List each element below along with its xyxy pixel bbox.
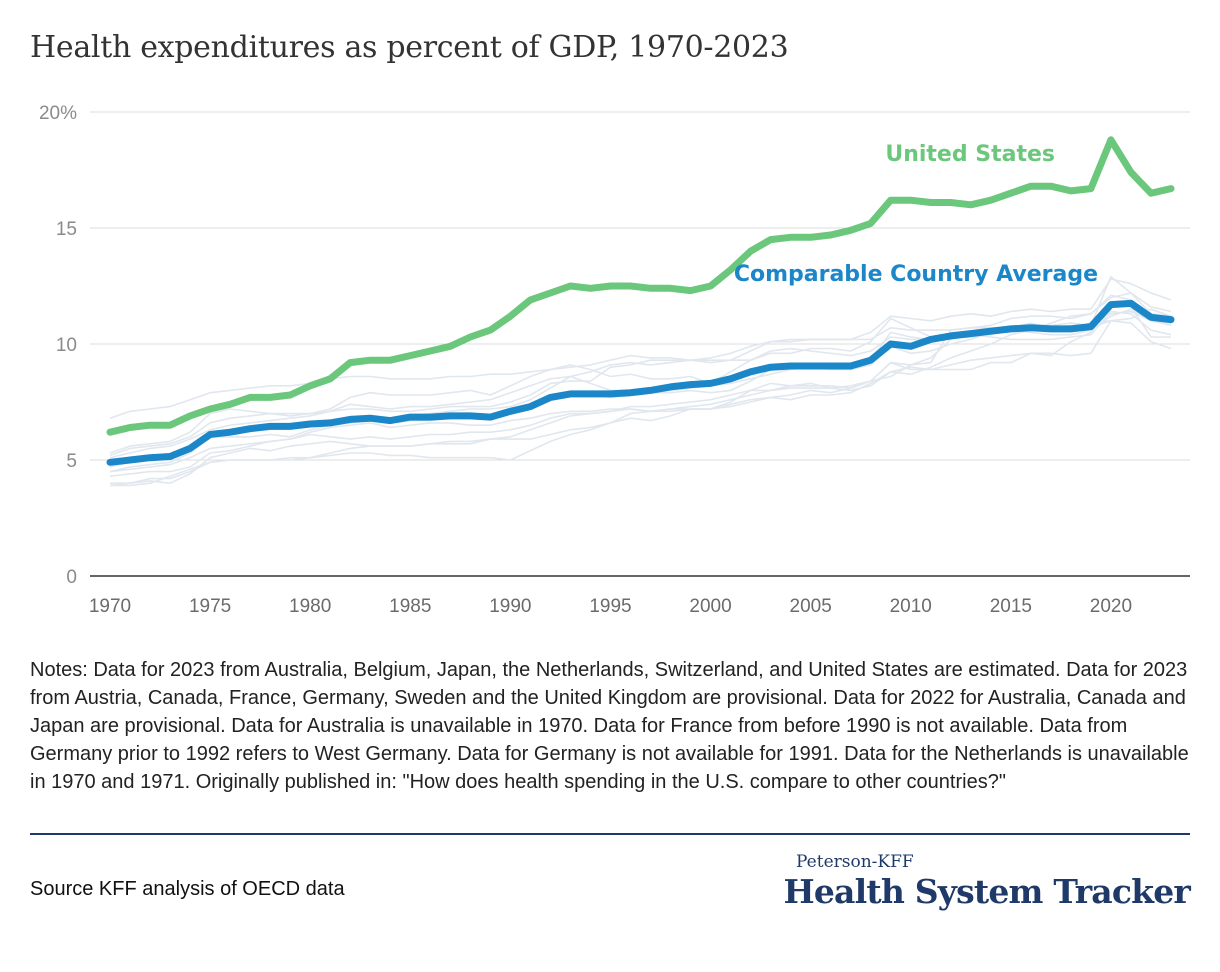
country-line [109, 294, 1172, 459]
y-axis-ticks: 0 5 10 15 20% [39, 103, 77, 588]
country-line [110, 301, 1171, 487]
us-line [106, 136, 1175, 436]
average-series-label: Comparable Country Average [734, 262, 1098, 287]
chart-title: Health expenditures as percent of GDP, 1… [30, 30, 789, 65]
x-tick-label: 1975 [189, 596, 231, 617]
x-tick-label: 1995 [589, 596, 631, 617]
comparable-country-lines [109, 275, 1172, 487]
x-tick-label: 2020 [1090, 596, 1132, 617]
logo-subtitle: Peterson-KFF [796, 852, 914, 872]
x-axis-ticks: 1970 1975 1980 1985 1990 1995 2000 2005 2010 2015… [89, 596, 1132, 617]
us-series-label: United States [885, 142, 1055, 167]
x-tick-label: 1990 [489, 596, 531, 617]
country-line [109, 278, 1172, 468]
footer-divider [30, 833, 1190, 835]
x-tick-label: 2000 [689, 596, 731, 617]
x-tick-label: 1970 [89, 596, 131, 617]
gridlines [90, 111, 1190, 461]
country-line [109, 310, 1172, 454]
line-chart: 0 5 10 15 20% 1970 1975 1980 1985 1990 1995 2000 20… [39, 103, 1190, 617]
chart-notes: Notes: Data for 2023 from Australia, Bel… [30, 659, 1189, 793]
y-tick-label: 5 [66, 451, 77, 472]
y-tick-label: 20% [39, 103, 77, 124]
x-tick-label: 2005 [790, 596, 832, 617]
average-line [106, 299, 1175, 466]
country-line [109, 320, 1172, 473]
y-tick-label: 0 [66, 567, 77, 588]
source-note: Source KFF analysis of OECD data [30, 878, 345, 900]
y-tick-label: 15 [56, 219, 77, 240]
x-tick-label: 2010 [890, 596, 932, 617]
x-tick-label: 1980 [289, 596, 331, 617]
logo-title: Health System Tracker [783, 872, 1190, 911]
main-series-lines [106, 136, 1175, 466]
y-tick-label: 10 [56, 335, 77, 356]
country-line [109, 292, 1172, 487]
x-tick-label: 2015 [990, 596, 1032, 617]
x-tick-label: 1985 [389, 596, 431, 617]
